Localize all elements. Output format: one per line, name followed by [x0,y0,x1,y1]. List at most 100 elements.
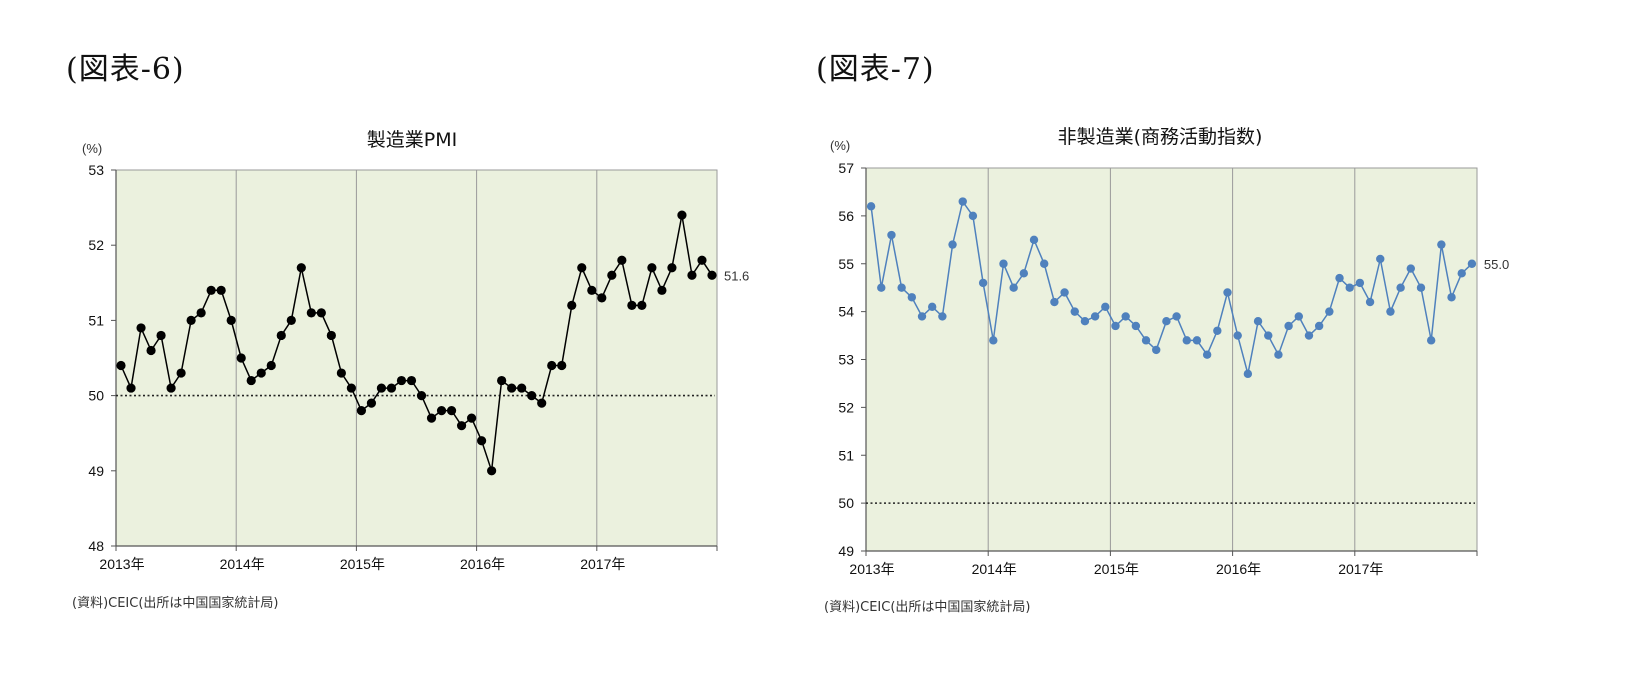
chart1-y-tick-label: 51 [88,312,104,328]
chart2-data-point [1111,321,1120,331]
chart2-data-point [1406,264,1416,273]
chart1-data-point [316,308,326,318]
chart1-data-point [176,368,186,378]
chart1-data-point [507,383,517,393]
chart2-data-point [1162,317,1171,326]
chart1-data-point [196,308,206,318]
chart2-data-point [1080,317,1090,326]
chart1-data-point [266,360,276,371]
chart1-data-point [517,383,527,393]
chart1-data-point [477,436,487,446]
chart2-data-point [989,336,998,345]
chart2-data-point [1141,336,1151,345]
chart1-x-tick-label: 2014年 [220,556,265,572]
chart1-x-tick-label: 2016年 [460,556,505,572]
chart2-y-tick-label: 49 [838,543,854,559]
chart2-data-point [866,202,876,211]
chart1-data-point [296,263,306,273]
chart1-data-point [156,330,166,341]
chart2-y-tick-label: 50 [838,495,854,511]
chart2-data-point [938,312,947,321]
chart2-y-tick-label: 51 [838,447,854,463]
chart1-data-point [236,353,246,363]
chart1-data-point [226,315,236,325]
chart1-data-point [637,300,647,310]
chart2-data-point [1304,331,1314,340]
chart1-data-point [406,375,417,386]
chart2-y-tick-label: 57 [838,160,854,176]
chart2-data-point [1376,254,1385,264]
chart2-x-tick-label: 2014年 [972,561,1017,577]
chart2-data-point [1009,283,1018,292]
chart2-data-point [1335,273,1344,283]
chart1-source-note: (資料)CEIC(出所は中国国家統計局) [72,595,279,611]
chart1-chart-title: 製造業PMI [367,129,457,151]
chart1-data-point [627,300,637,310]
chart1-data-point [527,391,537,401]
chart1-data-point [146,345,156,356]
chart2-data-point [1050,297,1059,307]
chart1-data-point [216,285,226,295]
chart2-x-tick-label: 2013年 [849,561,894,577]
chart1-data-point [537,398,547,408]
chart1-data-point [286,315,296,325]
chart1-y-tick-label: 52 [88,237,104,253]
chart2-data-point [1355,278,1365,288]
chart1-data-point [456,421,467,431]
chart1-data-point [366,398,377,408]
chart2-source-note: (資料)CEIC(出所は中国国家統計局) [824,599,1031,615]
chart1-data-point [657,285,667,295]
chart2-data-point [1070,307,1079,316]
chart2-data-point [1172,312,1181,321]
chart1-data-point [396,375,407,386]
chart2-data-point [1101,302,1110,312]
chart2-data-point [1233,331,1242,340]
chart1-data-point [687,270,697,280]
chart2-plot-area [865,167,1478,552]
chart2-unit-label: (%) [830,138,850,153]
chart1-data-point [376,383,387,393]
chart2-data-point [1040,259,1049,268]
chart1-data-point [206,285,216,295]
chart1-data-point [276,330,286,341]
chart1-data-point [677,210,687,220]
chart2-data-point [978,278,988,288]
chart2-chart-title: 非製造業(商務活動指数) [1058,126,1263,148]
chart1-data-point [707,270,717,280]
chart1-x-tick-label: 2013年 [99,556,144,572]
chart2-x-tick-label: 2015年 [1094,561,1139,577]
chart2-y-tick-label: 56 [838,208,854,224]
chart2-data-point [1447,293,1456,302]
chart2-last-value-label: 55.0 [1484,257,1509,272]
chart2-data-point [1294,312,1303,321]
chart1-data-point [497,375,507,386]
chart2-data-point [1213,326,1222,335]
chart1-data-point [356,406,367,416]
chart1-data-point [186,315,196,325]
chart2-data-point [1274,350,1283,359]
chart2-y-tick-label: 53 [838,352,854,368]
chart2-data-point [1223,288,1232,297]
chart2-data-point [1019,269,1029,278]
chart2-data-point [877,283,886,292]
chart1-data-point [306,308,316,318]
chart1-data-point [136,323,146,333]
chart1-data-point [667,263,677,273]
chart1-data-point [246,375,256,386]
chart2-data-point [1029,235,1039,245]
chart2-data-point [1365,297,1375,307]
chart1-data-point [587,285,597,295]
chart2-data-point [968,211,978,221]
chart2-data-point [1325,307,1334,316]
chart1-data-point [346,383,356,393]
chart2-data-point [1264,331,1273,340]
chart1-y-tick-label: 48 [88,538,104,554]
chart2-data-point [927,302,937,312]
chart1-data-point [617,255,627,265]
chart2-data-point [1243,369,1253,379]
chart2-data-point [1467,259,1477,268]
chart2-data-point [1121,312,1130,321]
figure-label-7: (図表-7) [816,52,935,87]
chart2-data-point [1253,317,1263,326]
chart1-data-point [386,383,397,393]
